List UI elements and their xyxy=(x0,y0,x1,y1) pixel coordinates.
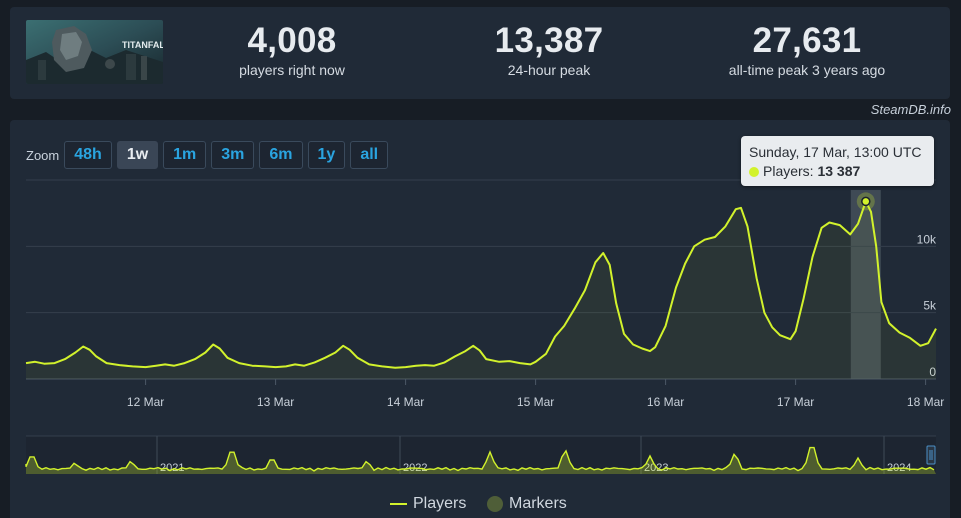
hover-band xyxy=(850,190,881,379)
chart-legend: Players Markers xyxy=(0,495,961,515)
y-tick-label: 10k xyxy=(917,232,937,246)
tooltip-series: Players: xyxy=(763,163,814,179)
series-line-players xyxy=(25,200,937,369)
highlight-point xyxy=(861,196,871,207)
stat-value: 27,631 xyxy=(752,21,862,60)
tooltip-date: Sunday, 17 Mar, 13:00 UTC xyxy=(749,144,922,160)
navigator-year-label: 2023 xyxy=(644,462,668,474)
chart-tooltip: Sunday, 17 Mar, 13:00 UTC Players: 13 38… xyxy=(741,136,934,186)
game-art-image: TITANFALL 2 xyxy=(26,20,163,84)
series-dot-icon xyxy=(749,167,759,177)
stat-label: players right now xyxy=(239,62,345,78)
tooltip-value-row: Players: 13 387 xyxy=(749,163,926,179)
legend-label: Markers xyxy=(509,495,567,512)
zoom-6m-button[interactable]: 6m xyxy=(259,141,303,169)
zoom-1y-button[interactable]: 1y xyxy=(307,141,346,169)
game-thumbnail[interactable]: TITANFALL 2 xyxy=(26,20,163,84)
navigator-area xyxy=(26,447,936,474)
x-tick-label: 14 Mar xyxy=(387,395,424,409)
marker-dot-icon xyxy=(487,496,503,512)
navigator-line xyxy=(25,446,935,472)
legend-label: Players xyxy=(413,495,467,512)
stat-all-time-peak: 27,631 all-time peak 3 years ago xyxy=(707,22,907,79)
stat-value: 13,387 xyxy=(494,21,604,60)
stat-label: all-time peak 3 years ago xyxy=(728,62,886,78)
zoom-48h-button[interactable]: 48h xyxy=(64,141,112,169)
y-tick-label: 5k xyxy=(923,299,937,313)
y-tick-label: 0 xyxy=(929,365,936,379)
legend-item-players[interactable]: Players xyxy=(390,495,466,513)
zoom-1m-button[interactable]: 1m xyxy=(163,141,207,169)
stat-value: 4,008 xyxy=(247,21,337,60)
navigator-year-label: 2021 xyxy=(160,462,184,474)
x-tick-label: 16 Mar xyxy=(647,395,684,409)
legend-item-markers[interactable]: Markers xyxy=(487,495,567,513)
stats-card: TITANFALL 2 4,008 players right now 13,3… xyxy=(10,7,950,99)
stat-label: 24-hour peak xyxy=(507,62,591,78)
series-area xyxy=(26,201,936,379)
x-tick-label: 18 Mar xyxy=(907,395,944,409)
tooltip-value: 13 387 xyxy=(817,163,861,179)
navigator-handle[interactable] xyxy=(926,445,936,465)
zoom-3m-button[interactable]: 3m xyxy=(211,141,255,169)
game-title-art: TITANFALL 2 xyxy=(122,40,163,50)
zoom-all-button[interactable]: all xyxy=(350,141,389,169)
line-icon xyxy=(390,503,407,505)
stat-players-now: 4,008 players right now xyxy=(192,22,392,79)
x-tick-label: 13 Mar xyxy=(257,395,294,409)
stat-24h-peak: 13,387 24-hour peak xyxy=(449,22,649,79)
zoom-label: Zoom xyxy=(26,147,60,163)
x-tick-label: 15 Mar xyxy=(517,395,554,409)
x-tick-label: 17 Mar xyxy=(777,395,814,409)
x-tick-label: 12 Mar xyxy=(127,395,164,409)
zoom-1w-button[interactable]: 1w xyxy=(116,141,159,169)
zoom-bar: Zoom 48h 1w 1m 3m 6m 1y all xyxy=(26,141,393,169)
steamdb-credit-link[interactable]: SteamDB.info xyxy=(870,102,951,117)
